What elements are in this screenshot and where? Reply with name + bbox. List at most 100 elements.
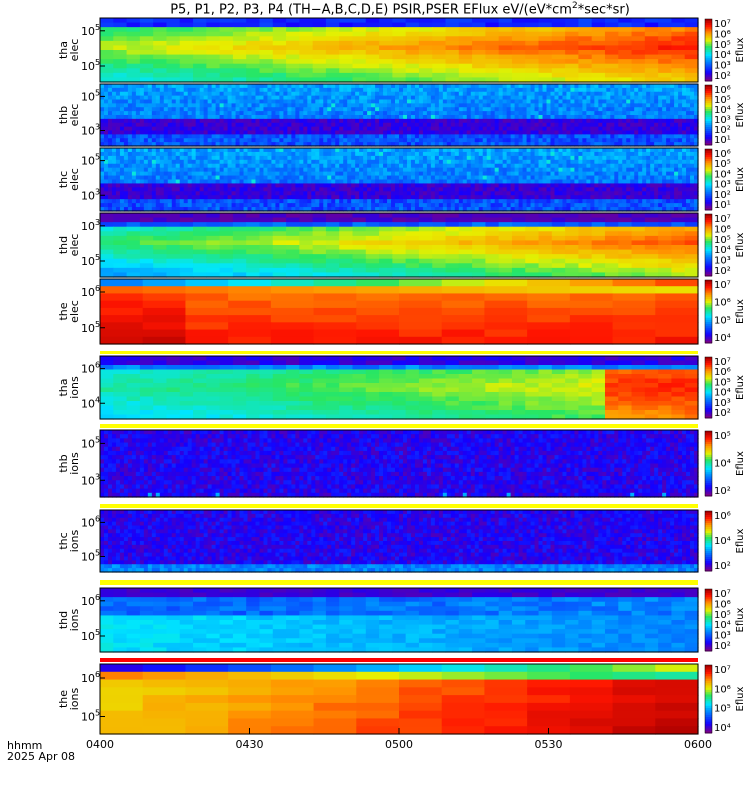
heatmap-cell <box>658 148 663 153</box>
heatmap-cell <box>626 155 631 161</box>
heatmap-cell <box>686 148 691 153</box>
heatmap-cell <box>347 103 352 108</box>
heatmap-cell <box>147 103 153 108</box>
heatmap-cell <box>462 187 468 192</box>
heatmap-cell <box>662 151 667 157</box>
heatmap-cell <box>203 191 209 196</box>
heatmap-cell <box>243 107 249 112</box>
heatmap-cell <box>658 183 663 188</box>
heatmap-cell <box>658 31 673 37</box>
heatmap-cell <box>207 87 213 93</box>
heatmap-cell <box>151 148 157 153</box>
heatmap-cell <box>163 175 169 181</box>
heatmap-cell <box>518 187 524 192</box>
heatmap-cell <box>355 103 360 108</box>
heatmap-cell <box>650 167 655 173</box>
heatmap-cell <box>199 87 205 93</box>
heatmap-cell <box>193 18 207 24</box>
heatmap-cell <box>246 31 261 37</box>
heatmap-cell <box>100 151 105 157</box>
heatmap-cell <box>502 122 508 128</box>
heatmap-cell <box>550 175 556 181</box>
heatmap-cell <box>323 122 328 128</box>
heatmap-cell <box>634 111 639 116</box>
heatmap-cell <box>642 159 647 165</box>
heatmap-cell <box>399 138 404 143</box>
heatmap-cell <box>232 36 247 42</box>
heatmap-cell <box>166 68 181 74</box>
heatmap-cell <box>466 167 472 173</box>
heatmap-cell <box>295 142 300 147</box>
heatmap-cell <box>107 151 113 157</box>
heatmap-cell <box>442 134 448 139</box>
heatmap-cell <box>387 118 392 124</box>
heatmap-cell <box>115 159 121 165</box>
heatmap-cell <box>239 91 245 97</box>
heatmap-cell <box>690 91 695 97</box>
heatmap-cell <box>379 122 384 128</box>
heatmap-cell <box>339 167 344 173</box>
heatmap-cell <box>275 171 280 177</box>
heatmap-cell <box>287 111 292 116</box>
heatmap-cell <box>458 87 464 93</box>
heatmap-cell <box>418 107 424 112</box>
heatmap-cell <box>227 163 233 169</box>
heatmap-cell <box>147 138 153 143</box>
heatmap-cell <box>327 95 332 101</box>
heatmap-cell <box>171 99 177 104</box>
heatmap-cell <box>246 59 261 65</box>
heatmap-cell <box>534 84 540 89</box>
heatmap-cell <box>127 122 133 128</box>
heatmap-cell <box>510 155 516 161</box>
heatmap-cell <box>634 134 639 139</box>
heatmap-cell <box>239 187 245 192</box>
heatmap-cell <box>167 138 173 143</box>
heatmap-cell <box>566 115 572 120</box>
heatmap-cell <box>399 175 404 181</box>
heatmap-cell <box>206 40 221 47</box>
heatmap-cell <box>123 171 129 177</box>
heatmap-cell <box>462 138 468 143</box>
heatmap-cell <box>602 175 607 181</box>
heatmap-cell <box>666 122 671 128</box>
heatmap-cell <box>570 103 576 108</box>
heatmap-cell <box>430 159 436 165</box>
heatmap-cell <box>387 151 392 157</box>
heatmap-cell <box>446 126 452 132</box>
heatmap-cell <box>335 195 340 200</box>
heatmap-cell <box>445 18 460 24</box>
heatmap-cell <box>614 115 619 120</box>
heatmap-cell <box>630 122 635 128</box>
heatmap-cell <box>530 138 536 143</box>
heatmap-cell <box>107 87 113 93</box>
heatmap-cell <box>283 159 288 165</box>
heatmap-cell <box>674 187 679 192</box>
heatmap-cell <box>538 171 544 177</box>
heatmap-cell <box>151 99 157 104</box>
heatmap-cell <box>442 130 448 135</box>
heatmap-cell <box>598 107 603 112</box>
heatmap-cell <box>686 122 691 128</box>
heatmap-cell <box>135 111 141 116</box>
heatmap-cell <box>478 126 484 132</box>
heatmap-cell <box>498 183 504 188</box>
heatmap-cell <box>163 111 169 116</box>
heatmap-cell <box>239 167 245 173</box>
heatmap-cell <box>359 171 364 177</box>
heatmap-cell <box>694 84 699 89</box>
heatmap-cell <box>207 107 213 112</box>
heatmap-cell <box>179 22 194 28</box>
heatmap-cell <box>111 111 117 116</box>
heatmap-cell <box>418 111 424 116</box>
heatmap-cell <box>614 95 619 101</box>
heatmap-cell <box>522 95 528 101</box>
heatmap-cell <box>511 68 526 74</box>
heatmap-cell <box>359 130 364 135</box>
heatmap-cell <box>418 159 424 165</box>
heatmap-cell <box>634 138 639 143</box>
heatmap-cell <box>100 126 105 132</box>
heatmap-cell <box>426 163 432 169</box>
heatmap-cell <box>367 191 372 196</box>
heatmap-cell <box>690 87 695 93</box>
heatmap-cell <box>259 31 274 37</box>
